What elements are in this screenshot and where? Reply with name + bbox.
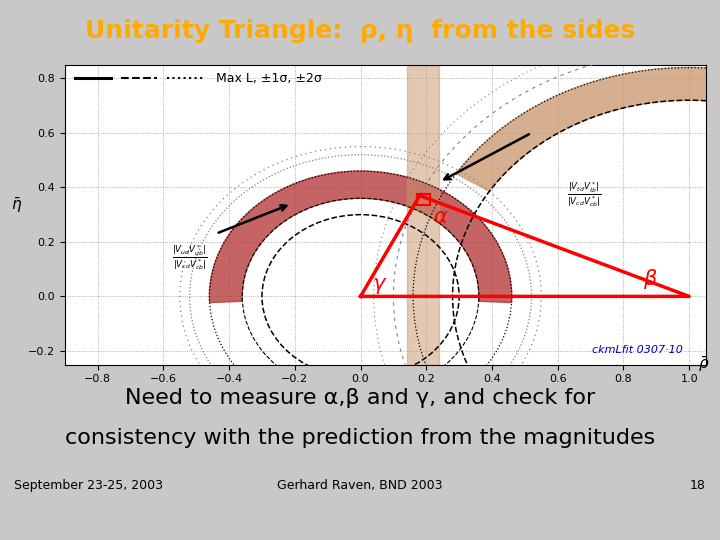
- Polygon shape: [210, 171, 512, 302]
- Text: $\alpha$: $\alpha$: [433, 207, 449, 227]
- Text: $\frac{|V_{ud}V_{ub}^*|}{|V_{cd}V_{cb}^*|}$: $\frac{|V_{ud}V_{ub}^*|}{|V_{cd}V_{cb}^*…: [172, 243, 207, 272]
- Text: ckmLfit 0307·10: ckmLfit 0307·10: [592, 345, 683, 355]
- Polygon shape: [456, 68, 720, 248]
- Text: consistency with the prediction from the magnitudes: consistency with the prediction from the…: [65, 428, 655, 448]
- Bar: [417, 194, 431, 205]
- Text: $\frac{|V_{td}V_{tb}^*|}{|V_{cd}V_{cb}^*|}$: $\frac{|V_{td}V_{tb}^*|}{|V_{cd}V_{cb}^*…: [567, 180, 601, 209]
- Text: Gerhard Raven, BND 2003: Gerhard Raven, BND 2003: [277, 479, 443, 492]
- Text: Max L, ±1σ, ±2σ: Max L, ±1σ, ±2σ: [216, 72, 322, 85]
- Text: $\beta$: $\beta$: [643, 267, 658, 292]
- Y-axis label: $\bar{\eta}$: $\bar{\eta}$: [12, 195, 22, 214]
- Text: $\bar{\rho}$: $\bar{\rho}$: [698, 355, 709, 374]
- Text: September 23-25, 2003: September 23-25, 2003: [14, 479, 163, 492]
- Text: Unitarity Triangle:  ρ, η  from the sides: Unitarity Triangle: ρ, η from the sides: [85, 19, 635, 43]
- Text: 18: 18: [690, 479, 706, 492]
- Text: $\gamma$: $\gamma$: [372, 275, 387, 295]
- Text: Need to measure α,β and γ, and check for: Need to measure α,β and γ, and check for: [125, 388, 595, 408]
